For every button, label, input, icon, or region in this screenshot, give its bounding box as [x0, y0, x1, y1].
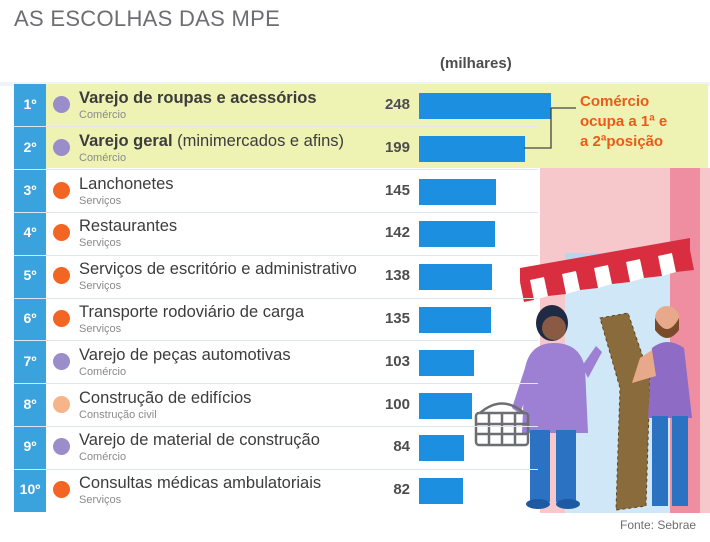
- fabric-roll: [599, 312, 651, 511]
- row-name-main: Varejo de material de construção: [79, 431, 320, 450]
- row-name: Serviços de escritório e administrativo: [79, 260, 357, 279]
- rank-label: 9º: [23, 438, 37, 455]
- comercio-highlight: [46, 84, 708, 168]
- row-name-main: Consultas médicas ambulatoriais: [79, 474, 322, 493]
- bar-value-label: 84: [393, 438, 410, 456]
- bar: [419, 307, 491, 333]
- annotation-line-2: ocupa a 1ª e: [580, 113, 668, 130]
- row-name-main: Varejo de peças automotivas: [79, 345, 291, 364]
- row-name: Restaurantes: [79, 217, 177, 236]
- row-name-main: Construção de edifícios: [79, 388, 252, 407]
- row-separator: [14, 468, 538, 470]
- row-separator: [14, 169, 538, 171]
- category-dot: [53, 438, 70, 456]
- row-category: Comércio: [79, 109, 127, 121]
- row-category: Serviços: [79, 194, 122, 207]
- row-separator: [14, 425, 538, 427]
- row-category: Serviços: [79, 494, 122, 507]
- store-illustration: [474, 168, 710, 513]
- row-category: Serviços: [79, 323, 122, 335]
- bar-value-label: 142: [384, 224, 410, 242]
- unit-label: (milhares): [440, 55, 512, 72]
- row-category: Serviços: [79, 237, 122, 250]
- shopping-basket-icon: [474, 402, 530, 447]
- annotation-line-1: Comércio: [580, 93, 650, 110]
- annotation-bracket: [524, 107, 576, 149]
- row-separator: [14, 383, 538, 385]
- bar: [419, 221, 495, 248]
- row-name: Construção de edifícios: [79, 389, 251, 408]
- rank-label: 10º: [19, 481, 41, 498]
- bar: [419, 478, 463, 505]
- bar: [419, 135, 525, 162]
- rank-label: 4º: [23, 224, 37, 241]
- bar-value-label: 103: [384, 352, 410, 370]
- category-dot: [53, 224, 70, 242]
- bar-value-label: 145: [384, 181, 410, 199]
- bar-value-label: 138: [384, 267, 410, 285]
- category-dot: [53, 395, 70, 413]
- row-name: Transporte rodoviário de carga: [79, 303, 304, 322]
- row-name-main: Restaurantes: [79, 217, 178, 236]
- bar: [419, 178, 497, 205]
- row-category: Comércio: [79, 151, 127, 164]
- row-name-extra: (minimercados e afins): [172, 131, 345, 150]
- row-name: Varejo de peças automotivas: [79, 346, 291, 365]
- row-name-main: Varejo de roupas e acessórios: [79, 89, 317, 107]
- bar-value-label: 248: [384, 96, 410, 113]
- rank-label: 1º: [23, 96, 37, 112]
- bar: [419, 435, 464, 462]
- row-separator: [14, 340, 538, 342]
- row-category: Construção civil: [79, 408, 157, 421]
- awning: [520, 238, 694, 302]
- row-name-main: Lanchonetes: [79, 174, 174, 193]
- row-separator: [14, 211, 538, 213]
- bar: [419, 93, 551, 119]
- rank-label: 7º: [23, 352, 37, 369]
- bar: [419, 349, 474, 376]
- category-dot: [53, 310, 70, 327]
- row-separator: [14, 126, 538, 128]
- rank-label: 3º: [23, 181, 37, 198]
- category-dot: [53, 181, 70, 199]
- chart-title: AS ESCOLHAS DAS MPE: [14, 6, 281, 31]
- category-dot: [53, 481, 70, 499]
- bar-value-label: 135: [384, 310, 410, 327]
- row-name: Varejo de roupas e acessórios: [79, 89, 317, 108]
- source-note: Fonte: Sebrae: [620, 518, 697, 532]
- row-name: Lanchonetes: [79, 175, 174, 194]
- man-figure: [632, 306, 692, 506]
- row-name: Varejo de material de construção: [79, 431, 320, 450]
- row-name-main: Varejo geral: [79, 131, 173, 150]
- bar: [419, 392, 473, 419]
- category-dot: [53, 138, 70, 156]
- row-separator: [14, 297, 538, 299]
- row-category: Serviços: [79, 280, 122, 293]
- bar: [419, 264, 493, 291]
- rank-label: 2º: [23, 138, 37, 155]
- row-name-main: Serviços de escritório e administrativo: [79, 260, 357, 279]
- rank-label: 8º: [23, 395, 37, 412]
- row-category: Comércio: [79, 365, 127, 378]
- row-category: Comércio: [79, 451, 127, 464]
- woman-figure: [512, 305, 602, 509]
- category-dot: [53, 352, 70, 370]
- category-dot: [53, 96, 70, 113]
- row-separator: [14, 254, 538, 256]
- bar-value-label: 199: [384, 138, 410, 156]
- rank-label: 5º: [23, 267, 37, 284]
- bar-value-label: 100: [384, 395, 410, 413]
- rank-label: 6º: [23, 310, 37, 326]
- row-name-main: Transporte rodoviário de carga: [79, 303, 305, 321]
- row-name: Varejo geral (minimercados e afins): [79, 132, 344, 151]
- annotation-line-3: a 2ªposição: [580, 133, 664, 150]
- annotation-text: Comércio ocupa a 1ª e a 2ªposição: [580, 92, 667, 152]
- row-name: Consultas médicas ambulatoriais: [79, 474, 321, 493]
- bar-value-label: 82: [393, 481, 410, 499]
- category-dot: [53, 267, 70, 285]
